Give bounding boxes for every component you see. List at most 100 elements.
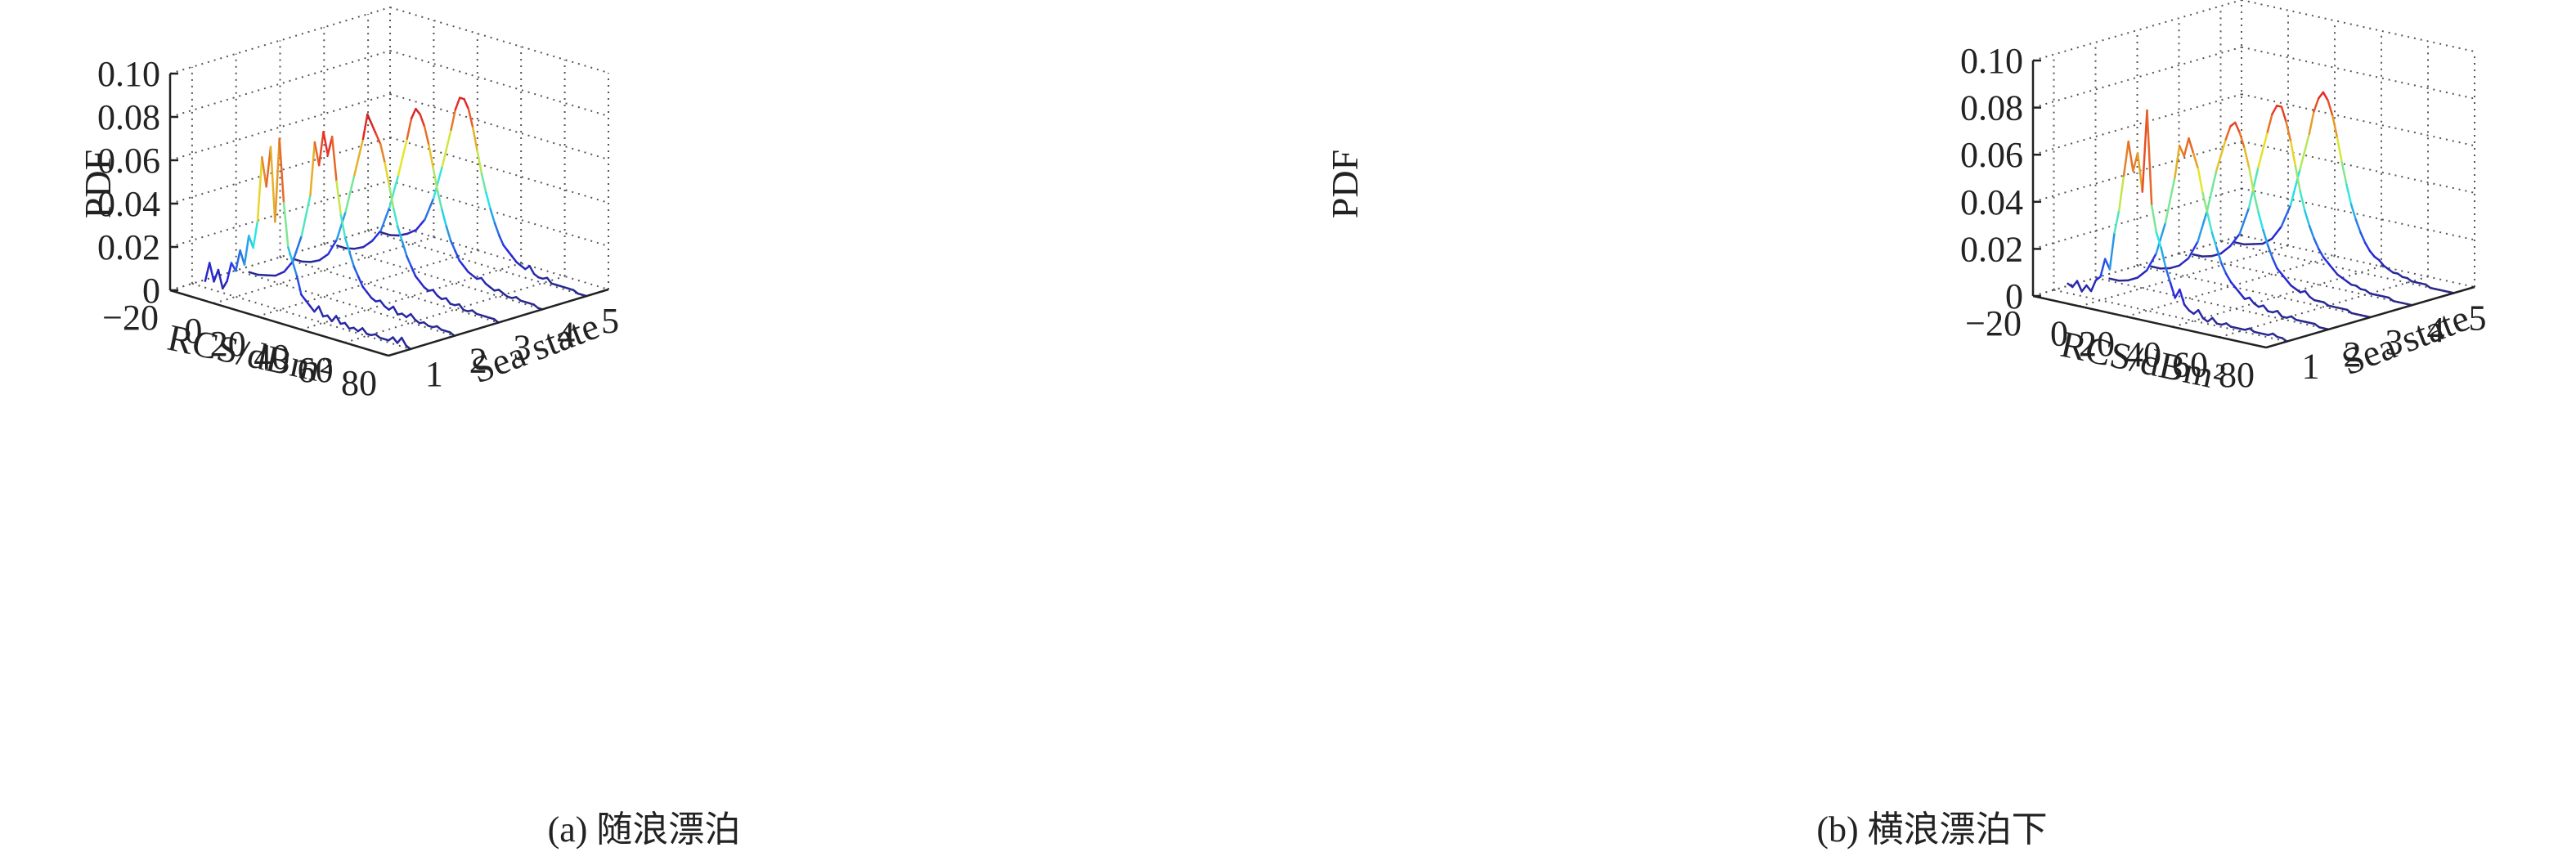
series-4-segment: [415, 107, 422, 116]
gridline: [389, 93, 609, 160]
series-4-segment: [2308, 225, 2316, 240]
y-tick-label: 5: [601, 301, 619, 341]
series-5-segment: [467, 108, 474, 129]
series-2-segment: [2188, 137, 2195, 155]
y-tick-label: 1: [2302, 347, 2320, 387]
series-1-segment: [291, 260, 298, 277]
series-5-segment: [450, 108, 457, 132]
series-1-segment: [2155, 231, 2162, 249]
series-5-segment: [2340, 161, 2348, 186]
x-tick-label: 20: [2079, 324, 2115, 364]
series-1-segment: [239, 249, 246, 266]
series-4-segment: [2313, 237, 2320, 251]
series-3-segment: [2262, 229, 2269, 247]
series-4-segment: [428, 144, 435, 170]
series-1-segment: [2160, 246, 2167, 269]
series-2-segment: [2178, 144, 2186, 158]
gridline: [2241, 93, 2475, 147]
series-5-segment: [2299, 132, 2311, 171]
series-5-segment: [379, 231, 392, 236]
series-2-segment: [339, 213, 347, 240]
series-1-segment: [2113, 209, 2120, 234]
series-5-segment: [545, 276, 553, 285]
y-tick-label: 2: [2344, 334, 2362, 374]
series-4-segment: [388, 173, 400, 209]
series-3-segment: [397, 226, 404, 243]
series-1-segment: [2211, 316, 2219, 325]
series-5-segment: [2313, 97, 2320, 113]
series-3-segment: [2304, 289, 2311, 298]
gridline: [236, 269, 455, 337]
series-5-segment: [2308, 110, 2315, 136]
y-tick-label: 4: [2427, 310, 2445, 350]
series-2-segment: [2145, 252, 2157, 271]
series-3-segment: [2248, 167, 2255, 194]
series-5-segment: [2378, 258, 2385, 267]
series-1-segment: [334, 315, 342, 325]
series-2-segment: [283, 260, 294, 273]
series-1-segment: [2183, 303, 2191, 312]
series-4-segment: [480, 276, 487, 285]
series-5-segment: [2368, 249, 2376, 258]
series-3-segment: [2178, 257, 2190, 267]
series-1-segment: [222, 280, 228, 290]
series-1-segment: [392, 336, 399, 344]
series-4-segment: [370, 229, 382, 242]
series-1-segment: [213, 268, 220, 283]
series-3-segment: [393, 208, 399, 229]
series-1-segment: [326, 314, 334, 323]
series-3-segment: [370, 123, 378, 136]
z-tick-label: 0.04: [1960, 182, 2023, 222]
series-2-segment: [2197, 167, 2204, 195]
series-4-segment: [2285, 120, 2292, 143]
series-5-segment: [2359, 231, 2367, 244]
chart-panel-a: 0 0.02 0.04 0.06 0.08 0.10 −20 0 20 40 60 80 1 2 3 4 5 RC…: [77, 7, 740, 850]
gridline: [191, 282, 411, 350]
series-3-segment: [379, 143, 386, 164]
series-1-segment: [400, 336, 407, 347]
y-axis-line: [2265, 285, 2475, 349]
series-5-segment: [441, 128, 452, 168]
gridline: [2241, 187, 2475, 241]
series-1-segment: [2197, 309, 2205, 320]
series-4-segment: [445, 225, 452, 242]
series-4-segment: [362, 240, 374, 249]
y-tick-label: 5: [2469, 298, 2487, 338]
series-3-segment: [2238, 132, 2246, 150]
series-3-segment: [366, 113, 373, 126]
series-2-segment: [257, 273, 268, 276]
x-tick-label: 60: [298, 350, 334, 390]
series-3-segment: [2224, 125, 2232, 141]
series-1-segment: [330, 315, 338, 323]
series-3-segment: [419, 280, 425, 289]
x-tick-label: 80: [341, 363, 377, 403]
series-4-segment: [2280, 105, 2287, 123]
x-tick-label: 40: [2125, 334, 2161, 374]
series-5-segment: [432, 165, 444, 200]
series-4-segment: [2327, 262, 2334, 270]
x-tick-label: 0: [184, 311, 202, 351]
series-2-segment: [2192, 152, 2200, 170]
series-1-segment: [217, 268, 224, 290]
series-4-segment: [441, 209, 448, 228]
series-2-segment: [300, 194, 312, 237]
gridline: [389, 223, 609, 290]
gridline: [2095, 276, 2329, 330]
series-1-segment: [2141, 109, 2148, 193]
series-4-segment: [449, 240, 456, 252]
series-5-segment: [2280, 204, 2292, 228]
y-tick-label: 4: [557, 314, 575, 354]
series-1-segment: [261, 156, 267, 188]
series-2-segment: [313, 141, 321, 167]
y-tick-label: 2: [469, 341, 487, 381]
series-4-segment: [2228, 233, 2241, 248]
series-3-segment: [2266, 244, 2274, 259]
series-1-segment: [2179, 288, 2186, 306]
series-2-segment: [2215, 247, 2223, 265]
series-1-segment: [304, 299, 312, 307]
series-1-segment: [2146, 109, 2153, 207]
x-tick-label: −20: [102, 298, 159, 338]
series-1-segment: [235, 249, 241, 272]
series-5-segment: [2354, 218, 2362, 234]
x-tick-label: 40: [254, 337, 289, 377]
